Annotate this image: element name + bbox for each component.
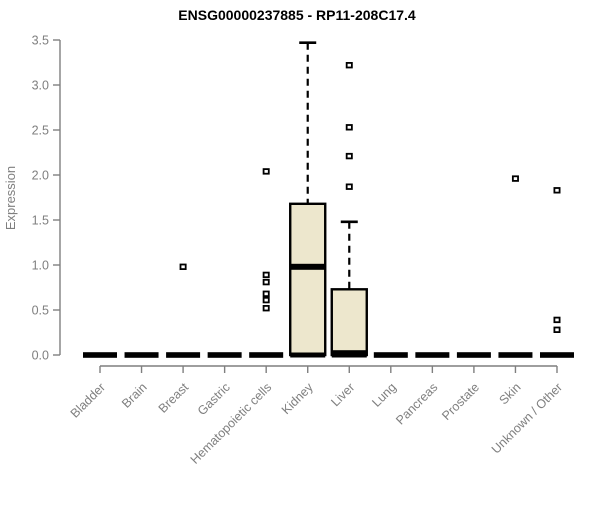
x-tick-label: Lung	[369, 380, 399, 410]
y-tick-label: 2.5	[32, 124, 49, 138]
outlier-point-skin	[511, 175, 519, 182]
outlier-point-hematopoietic-cells	[262, 168, 270, 175]
chart-title: ENSG00000237885 - RP11-208C17.4	[178, 7, 416, 23]
outlier-point-liver	[345, 62, 353, 69]
box-kidney	[289, 202, 327, 357]
collapsed-box-unknown-other	[539, 352, 574, 358]
x-tick-label: Bladder	[68, 380, 108, 420]
outlier-point-liver	[345, 124, 353, 131]
y-tick-label: 2.0	[32, 169, 49, 183]
x-tick-label: Hematopoietic cells	[188, 380, 275, 467]
collapsed-box-skin	[498, 352, 533, 358]
y-tick-label: 1.0	[32, 259, 49, 273]
collapsed-box-lung	[373, 352, 408, 358]
outlier-point-hematopoietic-cells	[262, 271, 270, 279]
outlier-point-liver	[345, 183, 353, 190]
x-tick-label: Brain	[119, 380, 150, 411]
x-tick-label: Unknown / Other	[489, 380, 565, 456]
x-tick-label: Skin	[496, 380, 523, 407]
collapsed-box-brain	[124, 352, 159, 358]
y-tick-label: 3.0	[32, 79, 49, 93]
x-tick-label: Breast	[156, 380, 192, 416]
outlier-point-breast	[179, 263, 187, 270]
x-tick-label: Gastric	[195, 380, 233, 418]
outlier-point-unknown-other	[553, 316, 561, 324]
outlier-point-hematopoietic-cells	[262, 296, 270, 304]
plot-area	[83, 41, 574, 358]
x-tick-label: Kidney	[279, 380, 316, 417]
box-bottom-liver	[331, 352, 367, 358]
y-tick-label: 0.5	[32, 304, 49, 318]
y-tick-label: 0.0	[32, 349, 49, 363]
outlier-point-unknown-other	[553, 326, 561, 333]
collapsed-box-hematopoietic-cells	[249, 352, 284, 358]
median-line-kidney	[290, 263, 326, 270]
outlier-point-unknown-other	[553, 187, 561, 194]
x-tick-label: Pancreas	[393, 380, 440, 427]
box-bottom-kidney	[290, 352, 326, 358]
outlier-point-hematopoietic-cells	[262, 290, 270, 297]
collapsed-box-bladder	[83, 352, 117, 358]
outlier-point-hematopoietic-cells	[262, 278, 270, 286]
y-tick-label: 1.5	[32, 214, 49, 228]
outlier-point-liver	[345, 152, 353, 160]
box-liver	[330, 288, 368, 357]
y-axis-title: Expression	[3, 166, 18, 230]
collapsed-box-gastric	[207, 352, 242, 358]
x-tick-label: Prostate	[439, 380, 482, 423]
collapsed-box-pancreas	[415, 352, 450, 358]
x-tick-label: Liver	[328, 380, 357, 409]
outlier-point-hematopoietic-cells	[262, 304, 270, 312]
y-tick-label: 3.5	[32, 34, 49, 48]
collapsed-box-prostate	[456, 352, 491, 358]
collapsed-box-breast	[166, 352, 201, 358]
